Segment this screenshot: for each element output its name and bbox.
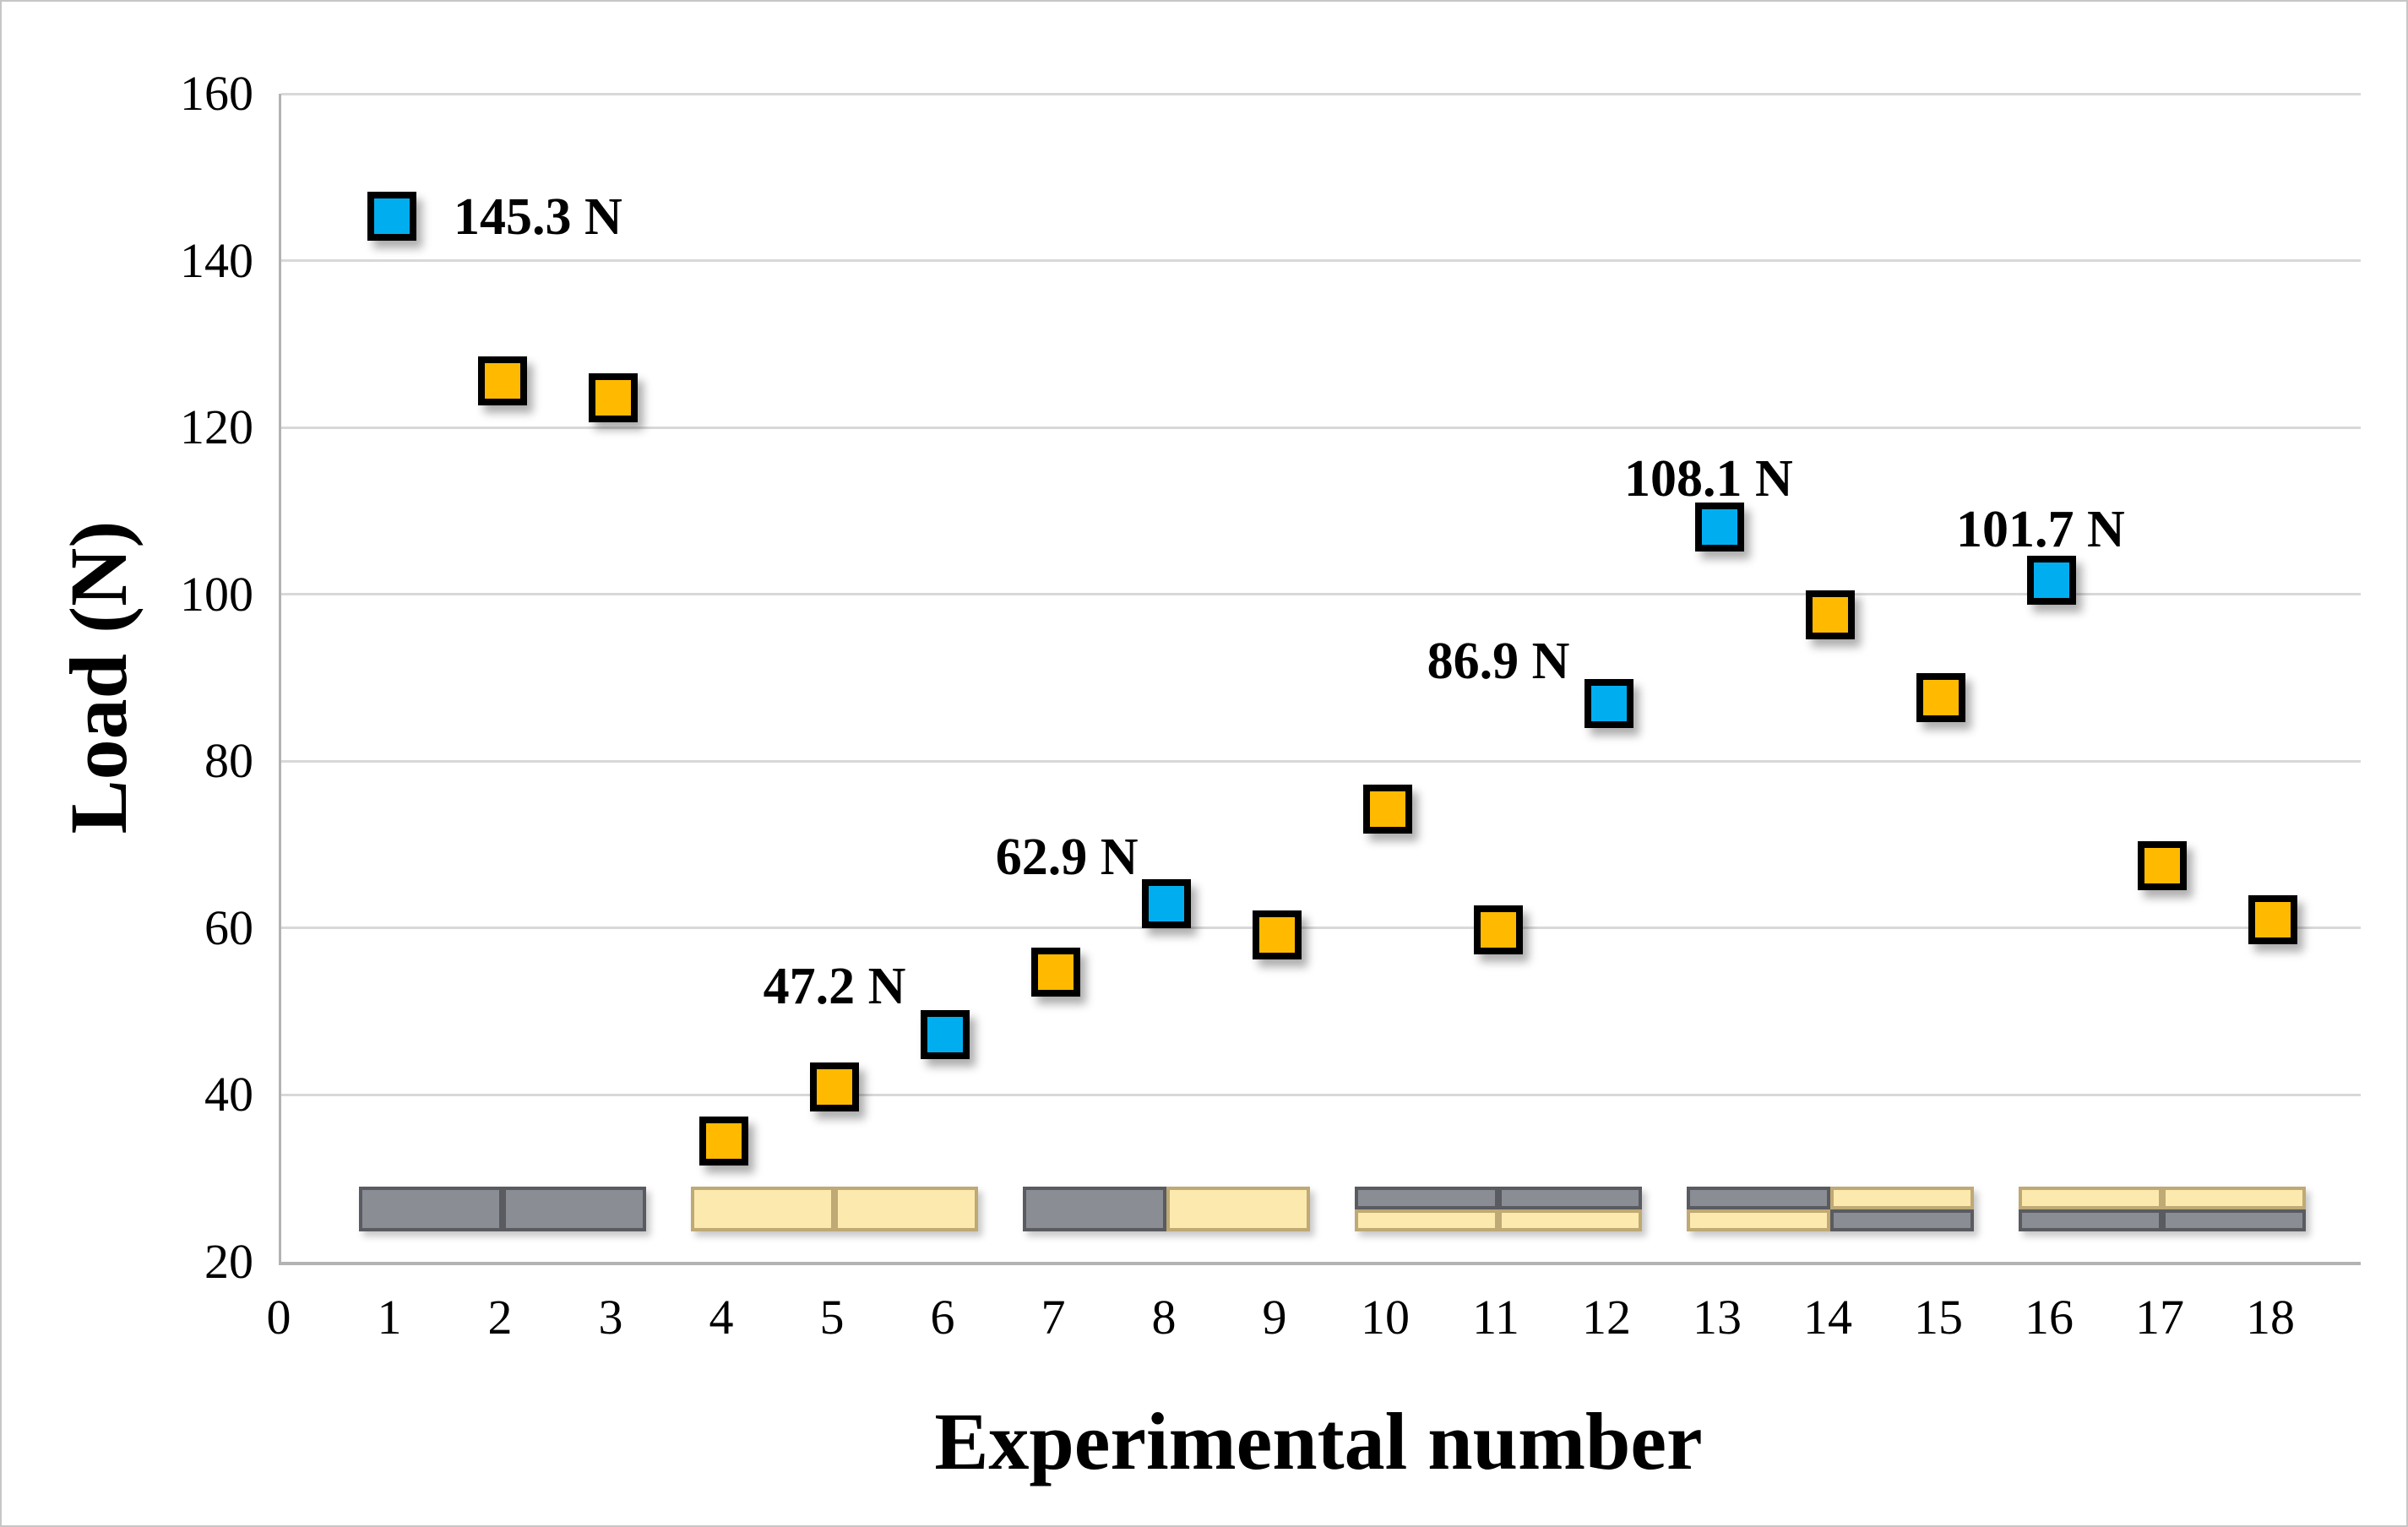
grid-line [281, 426, 2361, 429]
specimen-cell-gray [1022, 1187, 1166, 1232]
x-axis-title: Experimental number [934, 1396, 1703, 1486]
data-point-marker [589, 372, 638, 422]
x-tick-label: 18 [2246, 1290, 2295, 1345]
x-tick-label: 17 [2135, 1290, 2184, 1345]
x-tick-label: 13 [1693, 1290, 1742, 1345]
data-point-label: 108.1 N [1624, 450, 1793, 508]
specimen-cell-gray [502, 1187, 647, 1232]
data-point-marker [1584, 679, 1633, 729]
data-point-marker [1695, 502, 1744, 552]
y-axis-title: Load (N) [53, 520, 144, 834]
specimen-cell-gray [1354, 1187, 1498, 1209]
x-tick-label: 12 [1582, 1290, 1631, 1345]
specimen-cell-cream [1498, 1209, 1643, 1232]
specimen-cell-gray [358, 1187, 503, 1232]
specimen-schematic [690, 1187, 979, 1232]
x-tick-label: 5 [819, 1290, 845, 1345]
specimen-schematic [1022, 1187, 1311, 1232]
data-point-label: 47.2 N [763, 958, 906, 1015]
grid-line [281, 92, 2361, 95]
data-point-marker [2248, 894, 2297, 944]
data-point-marker [1031, 948, 1080, 997]
data-point-marker [1142, 879, 1191, 929]
grid-line [281, 259, 2361, 263]
grid-line [281, 593, 2361, 596]
specimen-cell-gray [1829, 1209, 1975, 1232]
data-point-marker [1916, 673, 1965, 723]
specimen-cell-gray [1686, 1187, 1830, 1209]
y-tick-label: 100 [180, 566, 253, 622]
specimen-cell-cream [1686, 1209, 1830, 1232]
x-tick-label: 2 [487, 1290, 513, 1345]
x-tick-label: 8 [1151, 1290, 1177, 1345]
y-tick-label: 80 [204, 733, 253, 789]
plot-area: 145.3 N 47.2 N 62.9 N 86.9 N 108.1 N 101.7 N [279, 92, 2361, 1265]
data-point-label: 62.9 N [995, 828, 1139, 886]
data-point-marker [367, 192, 416, 242]
x-tick-label: 15 [1914, 1290, 1963, 1345]
specimen-schematic [2018, 1187, 2307, 1232]
x-tick-label: 9 [1262, 1290, 1287, 1345]
grid-line [281, 927, 2361, 930]
specimen-cell-cream [1829, 1187, 1975, 1209]
data-point-marker [1253, 910, 1302, 959]
x-tick-label: 10 [1361, 1290, 1410, 1345]
data-point-marker [478, 356, 527, 405]
data-point-marker [1363, 784, 1412, 834]
y-tick-label: 40 [204, 1067, 253, 1122]
data-point-label: 101.7 N [1956, 500, 2125, 558]
x-tick-label: 4 [709, 1290, 734, 1345]
specimen-cell-cream [690, 1187, 834, 1232]
y-tick-label: 160 [180, 66, 253, 121]
y-tick-label: 120 [180, 399, 253, 455]
x-tick-label: 7 [1041, 1290, 1066, 1345]
x-tick-label: 3 [598, 1290, 623, 1345]
x-tick-label: 16 [2025, 1290, 2074, 1345]
grid-line [281, 1093, 2361, 1096]
data-point-marker [699, 1116, 748, 1166]
data-point-marker [810, 1062, 859, 1111]
data-point-marker [1806, 590, 1855, 640]
y-tick-label: 140 [180, 232, 253, 288]
specimen-schematic [1686, 1187, 1975, 1232]
data-point-marker [2027, 555, 2076, 605]
specimen-cell-cream [2018, 1187, 2162, 1209]
data-point-label: 145.3 N [454, 188, 622, 247]
data-point-marker [921, 1010, 970, 1060]
specimen-cell-cream [834, 1187, 979, 1232]
specimen-cell-gray [2161, 1209, 2307, 1232]
specimen-cell-gray [1498, 1187, 1643, 1209]
specimen-cell-cream [1354, 1209, 1498, 1232]
data-point-marker [1474, 905, 1523, 954]
specimen-schematic [1354, 1187, 1643, 1232]
grid-line [281, 759, 2361, 763]
data-point-marker [2138, 840, 2187, 890]
x-tick-label: 1 [377, 1290, 402, 1345]
x-tick-label: 6 [930, 1290, 955, 1345]
x-tick-label: 0 [266, 1290, 291, 1345]
specimen-cell-cream [1166, 1187, 1311, 1232]
specimen-cell-cream [2161, 1187, 2307, 1209]
y-tick-label: 60 [204, 899, 253, 955]
specimen-schematic [358, 1187, 647, 1232]
data-point-label: 86.9 N [1427, 632, 1570, 690]
x-tick-label: 14 [1803, 1290, 1852, 1345]
y-tick-label: 20 [204, 1234, 253, 1289]
specimen-cell-gray [2018, 1209, 2162, 1232]
x-tick-label: 11 [1472, 1290, 1519, 1345]
